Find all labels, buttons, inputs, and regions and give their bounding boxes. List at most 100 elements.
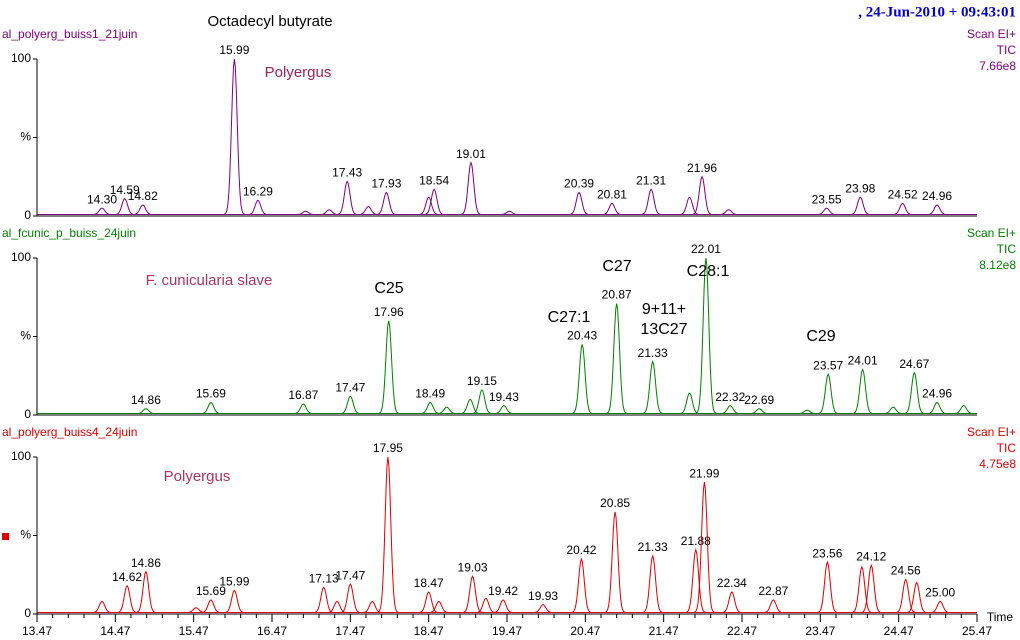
sample-name: al_polyerg_buiss1_21juin bbox=[2, 27, 137, 41]
peak-label: 20.42 bbox=[566, 543, 596, 557]
peak bbox=[419, 401, 442, 414]
peak bbox=[567, 191, 591, 215]
x-tick-label: 20.47 bbox=[570, 624, 600, 638]
peak-label: 15.69 bbox=[196, 584, 226, 598]
peak-label: 15.69 bbox=[196, 387, 226, 401]
y-tick-label: 100 bbox=[11, 449, 31, 463]
peak-label: 24.01 bbox=[848, 354, 878, 368]
peak bbox=[748, 408, 771, 414]
peak-label: 21.33 bbox=[638, 346, 668, 360]
x-tick-label: 19.47 bbox=[492, 624, 522, 638]
peak bbox=[422, 188, 446, 215]
peak-label: 17.96 bbox=[374, 305, 404, 319]
peak bbox=[639, 188, 663, 215]
peak bbox=[860, 563, 883, 613]
peak bbox=[417, 196, 440, 215]
peak bbox=[717, 209, 740, 215]
peak bbox=[603, 511, 627, 613]
peak-label: 24.12 bbox=[856, 550, 886, 564]
intensity-scale: 8.12e8 bbox=[979, 258, 1016, 272]
peak bbox=[600, 202, 624, 215]
peak-label: 21.96 bbox=[687, 161, 717, 175]
peak-label: 14.62 bbox=[112, 570, 142, 584]
x-tick-label: 21.47 bbox=[649, 624, 679, 638]
signal-type: TIC bbox=[997, 441, 1017, 455]
intensity-scale: 4.75e8 bbox=[979, 457, 1016, 471]
x-tick-label: 22.47 bbox=[727, 624, 757, 638]
x-tick-label: 15.47 bbox=[179, 624, 209, 638]
annotation: F. cunicularia slave bbox=[146, 272, 273, 289]
peak bbox=[357, 206, 380, 215]
x-tick-label: 24.47 bbox=[884, 624, 914, 638]
peak bbox=[816, 372, 840, 414]
peak bbox=[375, 191, 398, 215]
y-tick-label: 100 bbox=[11, 250, 31, 264]
peak-label: 14.86 bbox=[131, 393, 161, 407]
peak bbox=[694, 257, 718, 414]
peak-label: 23.56 bbox=[812, 546, 842, 560]
x-axis-label: Time bbox=[987, 610, 1014, 624]
marker bbox=[2, 533, 9, 540]
peak bbox=[881, 406, 905, 414]
peak-label: 24.96 bbox=[922, 189, 952, 203]
peak bbox=[246, 199, 270, 215]
peak-label: 22.69 bbox=[744, 393, 774, 407]
peak-label: 15.99 bbox=[219, 43, 249, 57]
peak bbox=[925, 204, 949, 215]
peak-label: 23.98 bbox=[845, 181, 875, 195]
peak-label: 17.47 bbox=[335, 568, 365, 582]
peak bbox=[470, 389, 494, 414]
scan-mode: Scan EI+ bbox=[967, 226, 1016, 240]
peak-label: 24.52 bbox=[888, 188, 918, 202]
peak bbox=[678, 196, 701, 215]
peak bbox=[294, 210, 317, 215]
peak bbox=[903, 371, 926, 414]
peak bbox=[459, 161, 483, 215]
peak bbox=[134, 570, 158, 613]
peak bbox=[134, 408, 158, 414]
annotation: Octadecyl butyrate bbox=[207, 13, 332, 30]
peak bbox=[531, 604, 555, 613]
peak-label: 21.99 bbox=[689, 466, 719, 480]
peak bbox=[377, 320, 400, 414]
annotation: 13C27 bbox=[640, 321, 687, 338]
peak bbox=[891, 202, 914, 215]
peak-label: 17.43 bbox=[332, 166, 362, 180]
peak bbox=[317, 209, 341, 215]
peak bbox=[894, 578, 917, 613]
peak bbox=[816, 560, 839, 613]
peak bbox=[684, 547, 708, 613]
annotation: 9+11+ bbox=[642, 301, 686, 318]
y-tick-label: 0 bbox=[24, 407, 31, 421]
peak bbox=[435, 406, 458, 414]
peak bbox=[641, 554, 664, 613]
peak bbox=[925, 401, 949, 414]
scan-mode: Scan EI+ bbox=[967, 425, 1016, 439]
peak bbox=[492, 405, 516, 414]
annotation: C28:1 bbox=[687, 263, 730, 280]
peak-label: 17.95 bbox=[373, 441, 403, 455]
peak bbox=[90, 600, 114, 613]
peak bbox=[850, 565, 874, 613]
annotation: C27 bbox=[602, 258, 631, 275]
peak bbox=[312, 586, 335, 613]
peak bbox=[570, 557, 593, 613]
y-tick-label: 100 bbox=[11, 51, 31, 65]
peak-label: 20.39 bbox=[564, 177, 594, 191]
x-tick-label: 25.47 bbox=[962, 624, 992, 638]
peak-label: 22.87 bbox=[758, 584, 788, 598]
peak bbox=[605, 303, 628, 414]
peak-label: 18.54 bbox=[419, 173, 449, 187]
scan-mode: Scan EI+ bbox=[967, 27, 1016, 41]
peak-label: 20.87 bbox=[602, 288, 632, 302]
signal-type: TIC bbox=[997, 242, 1017, 256]
peak-label: 19.43 bbox=[489, 390, 519, 404]
peak bbox=[90, 207, 114, 215]
peak bbox=[339, 583, 362, 613]
peak bbox=[199, 599, 223, 613]
peak bbox=[361, 600, 384, 613]
peak-label: 14.59 bbox=[110, 183, 140, 197]
peak-label: 22.01 bbox=[691, 242, 721, 256]
peak bbox=[292, 403, 315, 414]
peak-label: 18.47 bbox=[414, 576, 444, 590]
